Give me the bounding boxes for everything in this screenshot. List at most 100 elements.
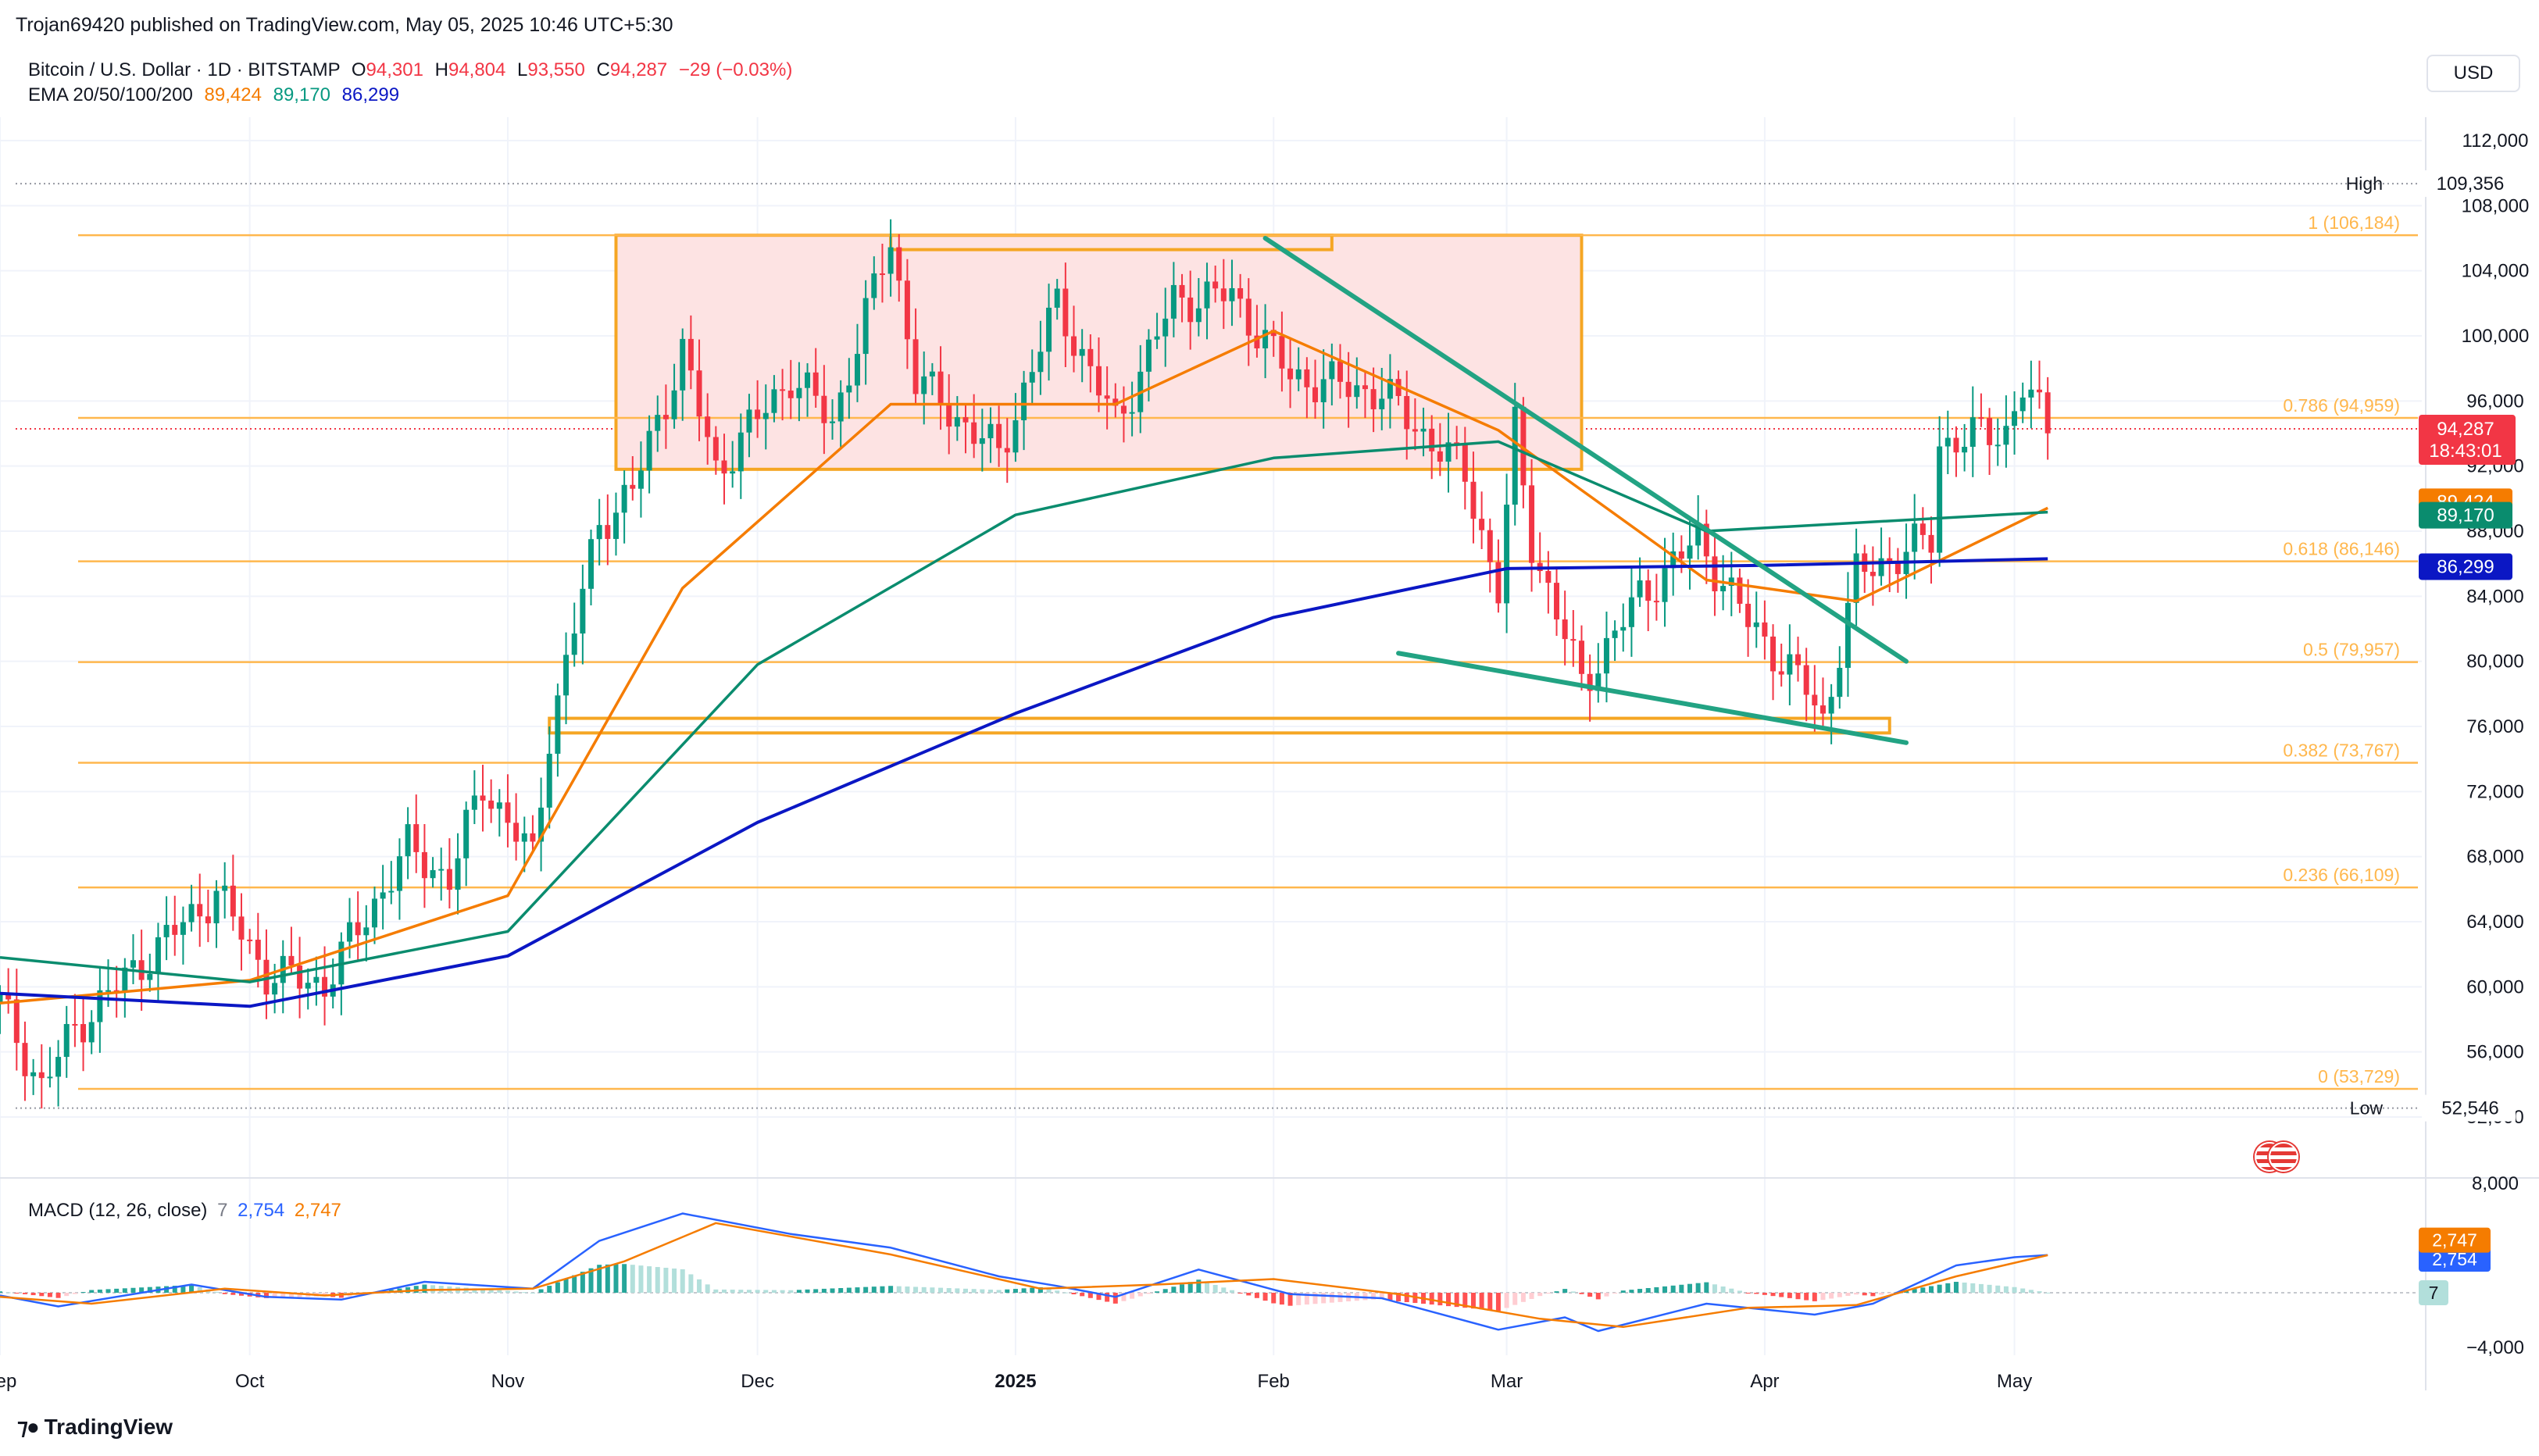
candle[interactable] bbox=[555, 695, 561, 754]
candle[interactable] bbox=[805, 372, 811, 388]
candle[interactable] bbox=[1869, 572, 1876, 576]
candle[interactable] bbox=[1187, 297, 1194, 323]
candle[interactable] bbox=[837, 392, 844, 422]
candle[interactable] bbox=[1046, 307, 1052, 352]
candle[interactable] bbox=[712, 437, 719, 461]
candle[interactable] bbox=[388, 890, 395, 893]
candle[interactable] bbox=[205, 916, 211, 924]
candle[interactable] bbox=[1919, 523, 1926, 535]
candle[interactable] bbox=[163, 925, 170, 937]
candle[interactable] bbox=[996, 423, 1002, 448]
candle[interactable] bbox=[1245, 298, 1252, 336]
candle[interactable] bbox=[1212, 281, 1219, 289]
candle[interactable] bbox=[471, 795, 477, 810]
candle[interactable] bbox=[563, 655, 570, 696]
candle[interactable] bbox=[1270, 330, 1277, 337]
candle[interactable] bbox=[1387, 379, 1393, 399]
candle[interactable] bbox=[737, 432, 744, 472]
candle[interactable] bbox=[113, 990, 120, 992]
candle[interactable] bbox=[1429, 428, 1435, 451]
candle[interactable] bbox=[1787, 654, 1793, 675]
candle[interactable] bbox=[496, 802, 502, 809]
candle[interactable] bbox=[687, 338, 694, 371]
candle[interactable] bbox=[1095, 366, 1102, 396]
candle[interactable] bbox=[1170, 284, 1177, 319]
candle[interactable] bbox=[1512, 406, 1518, 505]
candle[interactable] bbox=[2037, 389, 2043, 393]
candle[interactable] bbox=[88, 1022, 95, 1043]
candle[interactable] bbox=[1479, 519, 1485, 530]
candle[interactable] bbox=[962, 417, 969, 423]
candle[interactable] bbox=[213, 890, 220, 924]
candle[interactable] bbox=[305, 983, 311, 989]
candle[interactable] bbox=[1953, 437, 1959, 453]
candle[interactable] bbox=[637, 470, 644, 489]
candle[interactable] bbox=[1828, 697, 1834, 714]
candle[interactable] bbox=[1279, 336, 1285, 369]
candle[interactable] bbox=[1054, 288, 1060, 308]
candle[interactable] bbox=[971, 422, 977, 444]
flag-icon-2[interactable] bbox=[2269, 1142, 2298, 1172]
candle[interactable] bbox=[1887, 558, 1893, 562]
trendline-1[interactable] bbox=[1396, 651, 1909, 745]
candle[interactable] bbox=[1678, 551, 1684, 559]
candle[interactable] bbox=[255, 940, 261, 960]
ema-tag-1[interactable] bbox=[2419, 501, 2512, 529]
candle[interactable] bbox=[862, 298, 869, 355]
candle[interactable] bbox=[621, 484, 627, 513]
candle[interactable] bbox=[1404, 395, 1410, 430]
candle[interactable] bbox=[1695, 523, 1702, 546]
candle[interactable] bbox=[1937, 446, 1943, 553]
candle[interactable] bbox=[1720, 586, 1727, 591]
candle[interactable] bbox=[1728, 577, 1734, 587]
candle[interactable] bbox=[1812, 694, 1818, 706]
candle[interactable] bbox=[2019, 397, 2026, 412]
candle[interactable] bbox=[513, 823, 520, 842]
candle[interactable] bbox=[646, 430, 652, 471]
candle[interactable] bbox=[1620, 626, 1627, 631]
candle[interactable] bbox=[954, 417, 960, 427]
candle[interactable] bbox=[1562, 619, 1568, 640]
ema-line-1[interactable] bbox=[0, 440, 2048, 983]
candle[interactable] bbox=[530, 833, 536, 842]
candle[interactable] bbox=[1445, 442, 1452, 462]
candle[interactable] bbox=[812, 372, 819, 396]
candle[interactable] bbox=[1304, 369, 1310, 387]
candle[interactable] bbox=[1204, 281, 1210, 309]
candle[interactable] bbox=[347, 922, 353, 942]
candle[interactable] bbox=[1603, 637, 1609, 674]
candle[interactable] bbox=[1529, 485, 1535, 563]
candle[interactable] bbox=[446, 869, 452, 890]
candle[interactable] bbox=[1928, 534, 1934, 553]
candle[interactable] bbox=[1578, 641, 1584, 674]
candle[interactable] bbox=[1229, 287, 1235, 302]
candle[interactable] bbox=[1312, 387, 1319, 402]
candle[interactable] bbox=[80, 1024, 87, 1043]
last-price-tag[interactable] bbox=[2419, 415, 2516, 466]
candle[interactable] bbox=[1120, 405, 1127, 414]
candle[interactable] bbox=[946, 405, 952, 427]
candle[interactable] bbox=[1737, 577, 1743, 604]
candle[interactable] bbox=[1362, 385, 1368, 390]
candle[interactable] bbox=[1944, 437, 1951, 447]
candle[interactable] bbox=[1162, 318, 1169, 337]
candle[interactable] bbox=[755, 409, 761, 419]
candle[interactable] bbox=[680, 338, 686, 391]
candle[interactable] bbox=[147, 973, 153, 980]
candle[interactable] bbox=[122, 967, 128, 992]
candle[interactable] bbox=[746, 409, 752, 433]
candle[interactable] bbox=[830, 421, 836, 423]
candle[interactable] bbox=[130, 960, 136, 968]
candle[interactable] bbox=[197, 904, 203, 917]
candle[interactable] bbox=[505, 802, 511, 823]
candle[interactable] bbox=[1012, 420, 1019, 453]
candle[interactable] bbox=[1037, 352, 1044, 373]
candle[interactable] bbox=[979, 438, 985, 444]
candle[interactable] bbox=[696, 370, 702, 417]
candle[interactable] bbox=[1878, 558, 1884, 576]
candle[interactable] bbox=[1420, 428, 1427, 432]
candle[interactable] bbox=[313, 976, 320, 983]
candle[interactable] bbox=[1670, 551, 1677, 569]
candle[interactable] bbox=[630, 484, 636, 489]
